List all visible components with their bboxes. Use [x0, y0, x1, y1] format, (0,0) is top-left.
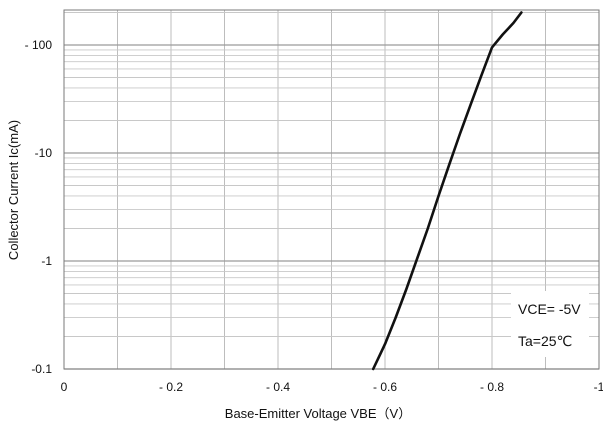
- x-tick-label: - 0.2: [159, 380, 183, 394]
- annotation-background: [511, 291, 589, 357]
- annotation-vce: VCE= -5V: [518, 301, 581, 317]
- x-tick-label: - 0.6: [373, 380, 397, 394]
- y-tick-label: - 100: [25, 38, 53, 52]
- y-axis-title: Collector Current Ic(mA): [6, 120, 21, 260]
- x-tick-label: 0: [61, 380, 68, 394]
- y-tick-label: -1: [41, 254, 52, 268]
- plot-frame: [63, 9, 600, 370]
- x-tick-label: - 0.8: [480, 380, 504, 394]
- annotation-ta: Ta=25℃: [518, 333, 572, 349]
- annotation-layer: VCE= -5V Ta=25℃: [511, 291, 589, 357]
- y-tick-label: -10: [35, 146, 53, 160]
- x-tick-label: - 0.4: [266, 380, 290, 394]
- tick-label-layer: 0 - 0.2 - 0.4 - 0.6 - 0.8 -1 - 100 -10 -1 -0.1: [25, 38, 603, 394]
- x-tick-label: -1: [594, 380, 603, 394]
- y-tick-label: -0.1: [31, 362, 52, 376]
- series-line-vbe-ic: [371, 11, 523, 371]
- x-axis-title: Base-Emitter Voltage VBE（V）: [225, 406, 411, 421]
